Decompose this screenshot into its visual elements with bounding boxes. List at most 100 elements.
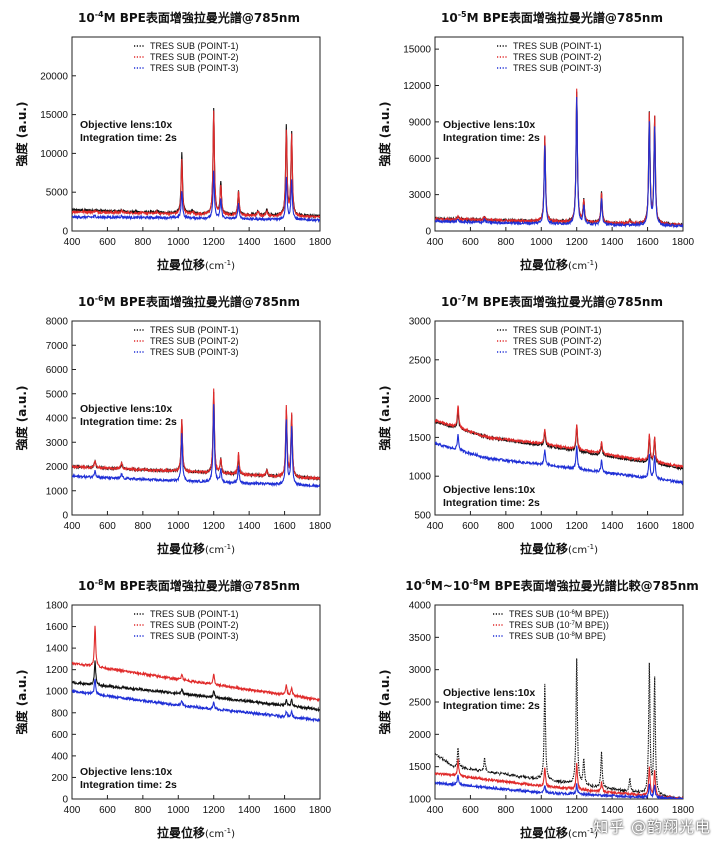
y-tick-label: 4000 — [46, 414, 69, 425]
y-tick-label: 10000 — [40, 149, 68, 160]
y-tick-label: 8000 — [46, 317, 69, 328]
x-axis-label: 拉曼位移(cm-1) — [157, 825, 235, 840]
series-point-1 — [435, 91, 683, 228]
annotation-text: Objective lens:10x — [443, 119, 535, 131]
legend-entry: TRES SUB (POINT-2) — [150, 620, 239, 630]
x-tick-label: 1600 — [636, 805, 659, 816]
series-group — [435, 88, 683, 229]
x-axis-label: 拉曼位移(cm-1) — [157, 541, 235, 556]
y-tick-label: 1200 — [46, 665, 69, 676]
chart-svg: 10-4M BPE表面增強拉曼光譜@785nm 400 600 800 1000 1200… — [14, 10, 332, 272]
y-tick-label: 1500 — [409, 433, 432, 444]
series-point-3 — [435, 774, 683, 799]
y-tick-label: 1000 — [46, 486, 69, 497]
y-tick-label: 12000 — [403, 81, 431, 92]
series-group — [435, 405, 683, 486]
series-point-2 — [72, 625, 320, 703]
x-tick-label: 1600 — [273, 237, 296, 248]
x-axis-label: 拉曼位移(cm-1) — [520, 257, 598, 272]
legend-entry: TRES SUB (POINT-3) — [150, 347, 239, 357]
x-tick-label: 1000 — [530, 237, 553, 248]
x-tick-label: 1400 — [238, 237, 261, 248]
y-tick-label: 6000 — [46, 365, 69, 376]
y-axis-label: 強度 (a.u.) — [14, 386, 29, 451]
x-tick-label: 800 — [498, 805, 515, 816]
series-point-2 — [435, 759, 683, 799]
series-point-2 — [72, 388, 320, 481]
spectrum-panel-1e-4: 10-4M BPE表面增強拉曼光譜@785nm 400 600 800 1000 1200… — [0, 0, 362, 283]
y-tick-label: 3000 — [409, 317, 432, 328]
legend-entry: TRES SUB (POINT-2) — [150, 336, 239, 346]
x-tick-label: 800 — [498, 237, 515, 248]
x-tick-label: 800 — [498, 521, 515, 532]
y-tick-label: 3500 — [409, 633, 432, 644]
y-tick-label: 6000 — [409, 154, 432, 165]
y-axis-label: 強度 (a.u.) — [377, 386, 392, 451]
x-tick-label: 1800 — [672, 521, 695, 532]
y-tick-label: 1500 — [409, 762, 432, 773]
y-tick-label: 15000 — [40, 110, 68, 121]
y-tick-label: 5000 — [46, 188, 69, 199]
series-point-3 — [72, 170, 320, 224]
y-tick-label: 3000 — [46, 438, 69, 449]
legend-entry: TRES SUB (POINT-3) — [150, 63, 239, 73]
series-point-2 — [435, 405, 683, 470]
annotation-text: Integration time: 2s — [80, 779, 177, 791]
legend-entry: TRES SUB (POINT-3) — [513, 347, 602, 357]
legend-entry: TRES SUB (POINT-1) — [150, 325, 239, 335]
y-tick-label: 0 — [62, 511, 68, 522]
y-tick-label: 0 — [62, 227, 68, 238]
x-tick-label: 1200 — [203, 521, 226, 532]
y-tick-label: 4000 — [409, 601, 432, 612]
y-tick-label: 800 — [51, 708, 68, 719]
series-point-1 — [435, 409, 683, 471]
plot-frame — [71, 604, 321, 800]
y-tick-label: 0 — [425, 227, 431, 238]
series-group — [72, 388, 320, 489]
x-tick-label: 1800 — [672, 237, 695, 248]
legend-entry: TRES SUB (POINT-1) — [150, 41, 239, 51]
legend-entry: TRES SUB (POINT-1) — [513, 41, 602, 51]
x-tick-label: 1000 — [167, 237, 190, 248]
x-tick-label: 1200 — [203, 805, 226, 816]
legend-entry: TRES SUB (10-6M BPE)) — [509, 609, 609, 619]
x-tick-label: 600 — [462, 237, 479, 248]
annotation-text: Integration time: 2s — [443, 497, 540, 509]
x-tick-label: 1600 — [636, 521, 659, 532]
x-tick-label: 1000 — [167, 805, 190, 816]
y-tick-label: 1000 — [409, 795, 432, 806]
y-tick-label: 7000 — [46, 341, 69, 352]
plot-frame — [71, 36, 321, 232]
plot-frame — [434, 36, 684, 232]
x-tick-label: 1800 — [309, 521, 332, 532]
x-tick-label: 1200 — [566, 521, 589, 532]
x-tick-label: 400 — [427, 805, 444, 816]
chart-title: 10-7M BPE表面增強拉曼光譜@785nm — [441, 294, 663, 309]
y-tick-label: 200 — [51, 773, 68, 784]
annotation-text: Integration time: 2s — [443, 700, 540, 712]
y-tick-label: 1800 — [46, 601, 69, 612]
spectrum-panel-1e-7: 10-7M BPE表面增強拉曼光譜@785nm 400 600 800 1000 1200… — [363, 284, 725, 567]
legend-entry: TRES SUB (POINT-2) — [150, 52, 239, 62]
annotation-text: Integration time: 2s — [80, 132, 177, 144]
spectrum-panel-1e-5: 10-5M BPE表面增強拉曼光譜@785nm 400 600 800 1000 1200… — [363, 0, 725, 283]
x-tick-label: 800 — [135, 805, 152, 816]
y-axis-label: 強度 (a.u.) — [377, 102, 392, 167]
y-tick-label: 500 — [414, 511, 431, 522]
x-tick-label: 600 — [462, 805, 479, 816]
annotation-text: Integration time: 2s — [443, 132, 540, 144]
y-tick-label: 1400 — [46, 644, 69, 655]
x-tick-label: 1400 — [601, 521, 624, 532]
spectrum-panel-comparison: 10-6M~10-8M BPE表面增強拉曼光譜比較@785nm 400 600 800… — [363, 568, 725, 851]
x-tick-label: 1200 — [566, 805, 589, 816]
y-tick-label: 2000 — [46, 462, 69, 473]
x-tick-label: 600 — [462, 521, 479, 532]
y-tick-label: 1000 — [46, 687, 69, 698]
series-point-3 — [435, 96, 683, 229]
x-tick-label: 800 — [135, 237, 152, 248]
series-point-2 — [72, 110, 320, 220]
y-tick-label: 2500 — [409, 698, 432, 709]
y-axis-label: 強度 (a.u.) — [377, 670, 392, 735]
chart-title: 10-6M~10-8M BPE表面增強拉曼光譜比較@785nm — [405, 578, 699, 593]
chart-svg: 10-5M BPE表面增強拉曼光譜@785nm 400 600 800 1000 1200… — [377, 10, 695, 272]
